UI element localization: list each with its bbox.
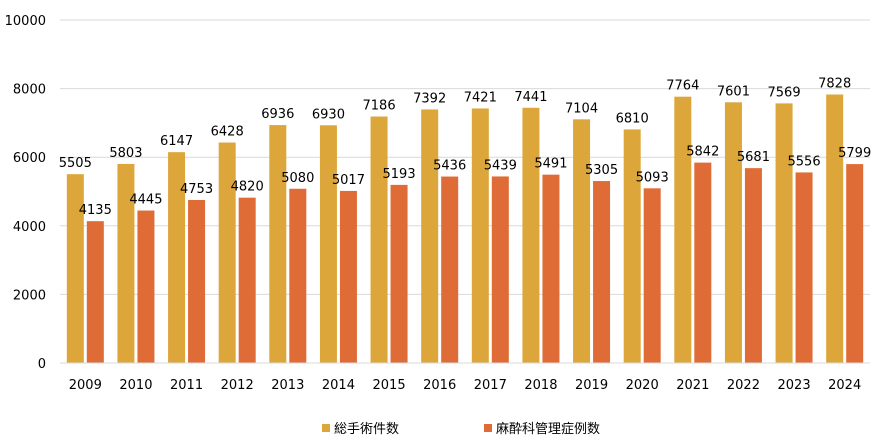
y-tick-label: 8000 — [13, 83, 46, 98]
bar-series2-2012 — [238, 197, 256, 363]
x-tick-label: 2011 — [170, 378, 203, 393]
data-label-series1-2014: 6930 — [312, 107, 345, 122]
data-label-series1-2018: 7441 — [514, 90, 547, 105]
x-tick-label: 2021 — [676, 378, 709, 393]
data-label-series1-2021: 7764 — [666, 79, 699, 94]
bars — [66, 94, 864, 364]
data-label-series2-2010: 4445 — [129, 193, 162, 208]
bar-series2-2009 — [86, 221, 104, 363]
legend: 総手術件数 麻酔科管理症例数 — [322, 422, 600, 437]
bar-series1-2011 — [168, 152, 186, 363]
bar-series1-2012 — [218, 142, 236, 363]
legend-swatch-2 — [484, 424, 492, 432]
data-label-series1-2009: 5505 — [59, 156, 92, 171]
x-tick-label: 2015 — [373, 378, 406, 393]
x-tick-label: 2014 — [322, 378, 355, 393]
data-label-series2-2018: 5491 — [534, 157, 567, 172]
data-label-series2-2016: 5436 — [433, 159, 466, 174]
bar-series2-2016 — [441, 176, 459, 363]
data-label-series2-2015: 5193 — [383, 167, 416, 182]
bar-series1-2017 — [471, 108, 489, 363]
data-label-series1-2023: 7569 — [768, 85, 801, 100]
data-label-series2-2012: 4820 — [231, 180, 264, 195]
bar-series2-2010 — [137, 210, 155, 363]
data-label-series2-2022: 5681 — [737, 150, 770, 165]
data-label-series2-2024: 5799 — [838, 146, 871, 161]
data-label-series2-2014: 5017 — [332, 173, 365, 188]
y-tick-label: 2000 — [13, 288, 46, 303]
data-label-series1-2010: 5803 — [109, 146, 142, 161]
data-label-series2-2020: 5093 — [636, 170, 669, 185]
data-label-series1-2019: 7104 — [565, 101, 598, 116]
x-tick-label: 2010 — [119, 378, 152, 393]
bar-series1-2016 — [421, 109, 439, 363]
bar-series2-2013 — [289, 188, 307, 363]
x-tick-label: 2017 — [474, 378, 507, 393]
bar-series1-2015 — [370, 116, 388, 363]
bar-series1-2018 — [522, 107, 540, 363]
legend-label-1: 総手術件数 — [334, 422, 399, 437]
data-label-series1-2016: 7392 — [413, 91, 446, 106]
y-tick-label: 10000 — [5, 14, 46, 29]
bar-series2-2011 — [188, 199, 206, 363]
bar-series1-2021 — [674, 96, 692, 364]
y-tick-label: 4000 — [13, 220, 46, 235]
data-label-series1-2013: 6936 — [261, 107, 294, 122]
data-label-series2-2013: 5080 — [281, 171, 314, 186]
bar-series2-2023 — [795, 172, 813, 363]
bar-series2-2018 — [542, 174, 560, 363]
data-label-series2-2019: 5305 — [585, 163, 618, 178]
bar-series1-2009 — [66, 174, 84, 363]
data-label-series1-2024: 7828 — [818, 76, 851, 91]
data-label-series1-2022: 7601 — [717, 84, 750, 99]
bar-series2-2022 — [744, 168, 762, 363]
data-label-series2-2009: 4135 — [79, 203, 112, 218]
bar-series2-2020 — [643, 188, 661, 363]
data-label-series2-2021: 5842 — [686, 145, 719, 160]
data-label-series2-2011: 4753 — [180, 182, 213, 197]
x-tick-label: 2023 — [778, 378, 811, 393]
data-label-series2-2023: 5556 — [788, 154, 821, 169]
x-tick-label: 2022 — [727, 378, 760, 393]
y-tick-label: 0 — [38, 357, 46, 372]
x-tick-label: 2013 — [271, 378, 304, 393]
bar-series2-2014 — [339, 190, 357, 363]
y-axis: 0 2000 4000 6000 8000 10000 — [5, 14, 46, 372]
bar-series2-2017 — [491, 176, 509, 363]
bar-series1-2013 — [269, 125, 287, 363]
legend-swatch-1 — [322, 424, 330, 432]
data-label-series1-2015: 7186 — [363, 99, 396, 114]
data-labels: 5505 4135 5803 4445 6147 4753 6428 4820 6936 5080… — [59, 76, 871, 218]
data-label-series1-2011: 6147 — [160, 134, 193, 149]
bar-series1-2014 — [319, 125, 337, 364]
bar-series1-2020 — [623, 129, 641, 363]
bar-series2-2019 — [593, 181, 611, 363]
bar-series2-2015 — [390, 184, 408, 363]
bar-series2-2024 — [846, 164, 864, 363]
bar-series1-2024 — [826, 94, 844, 363]
data-label-series1-2012: 6428 — [211, 125, 244, 140]
x-axis: 2009 2010 2011 2012 2013 2014 2015 2016 2017 2018… — [60, 362, 870, 393]
x-tick-label: 2016 — [423, 378, 456, 393]
data-label-series1-2020: 6810 — [616, 111, 649, 126]
bar-series1-2010 — [117, 163, 135, 363]
data-label-series2-2017: 5439 — [484, 158, 517, 173]
bar-series2-2021 — [694, 162, 712, 363]
x-tick-label: 2019 — [575, 378, 608, 393]
x-tick-label: 2009 — [69, 378, 102, 393]
x-tick-label: 2018 — [524, 378, 557, 393]
bar-series1-2022 — [724, 102, 742, 363]
x-tick-label: 2012 — [221, 378, 254, 393]
data-label-series1-2017: 7421 — [464, 90, 497, 105]
x-tick-label: 2020 — [626, 378, 659, 393]
bar-series1-2019 — [573, 119, 591, 364]
x-tick-label: 2024 — [828, 378, 861, 393]
bar-series1-2023 — [775, 103, 793, 363]
y-tick-label: 6000 — [13, 151, 46, 166]
legend-label-2: 麻酔科管理症例数 — [496, 422, 600, 437]
